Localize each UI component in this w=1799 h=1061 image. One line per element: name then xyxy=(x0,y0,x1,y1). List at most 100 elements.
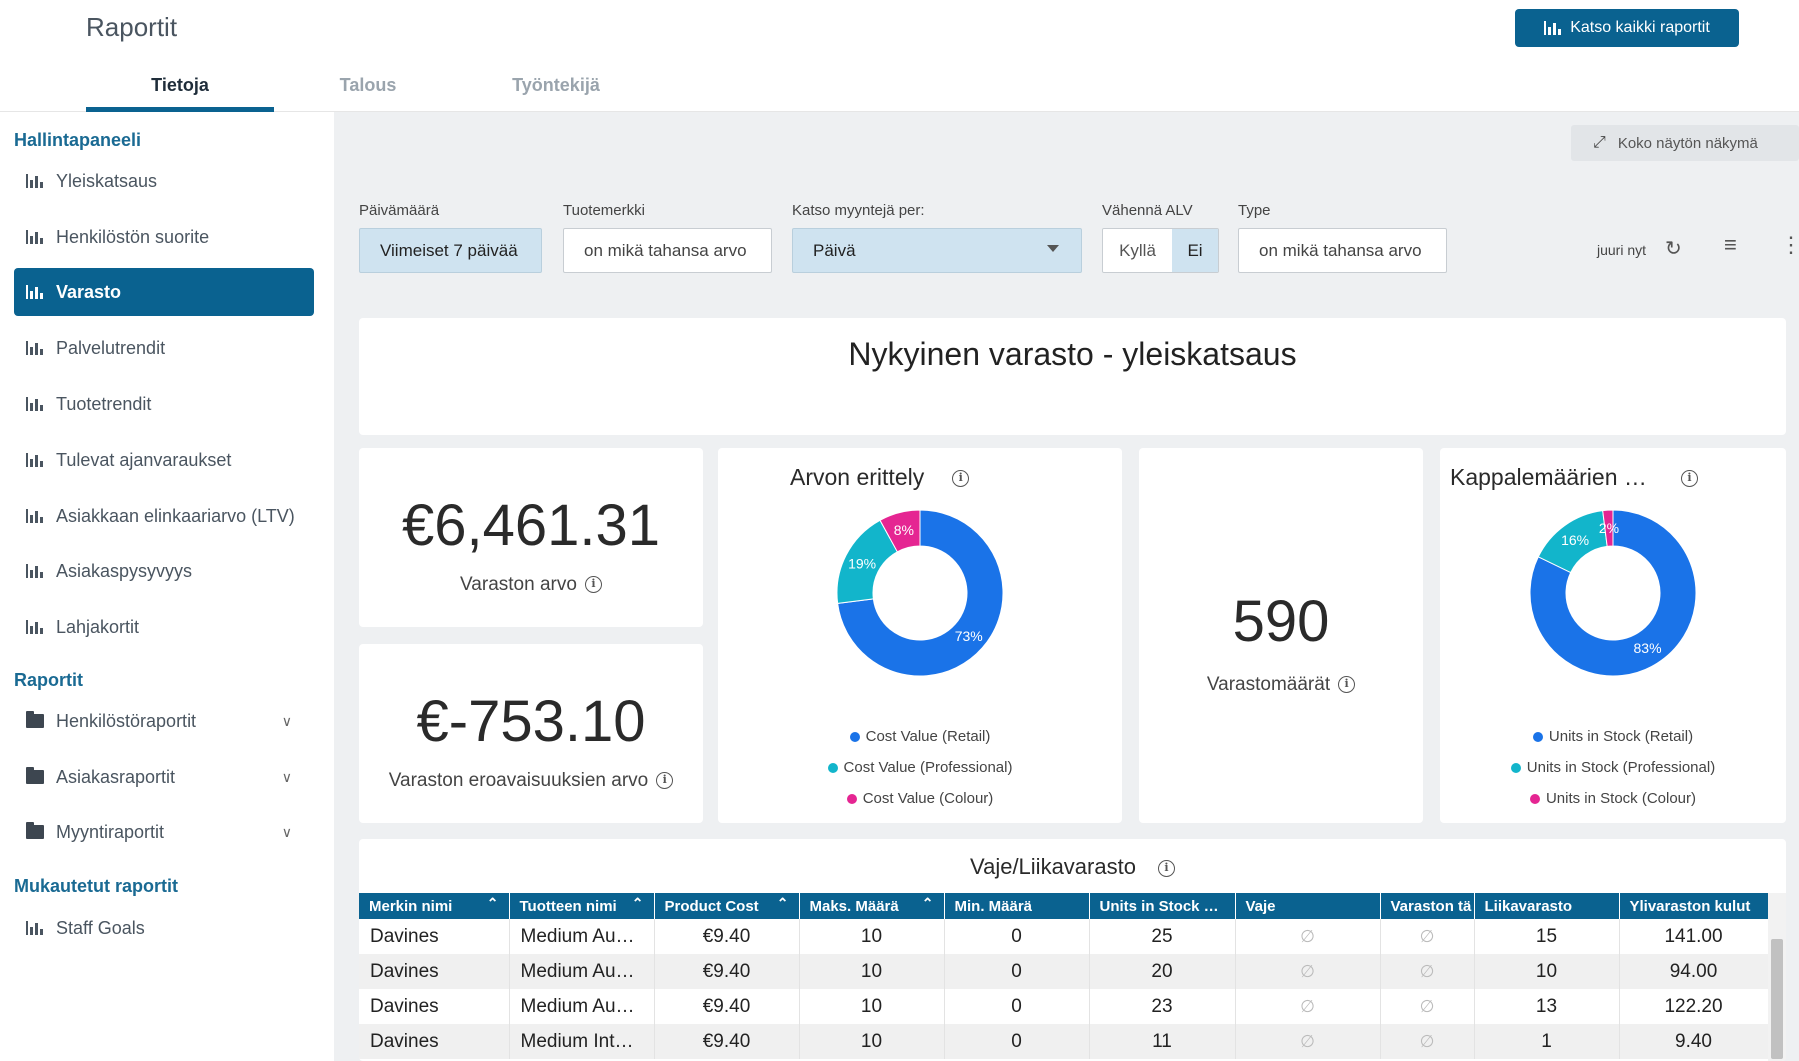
donut-slice[interactable] xyxy=(1602,509,1614,547)
stock-quantity-label-row: Varastomäärät i xyxy=(1139,674,1423,696)
sort-up-icon[interactable]: ⌃ xyxy=(921,895,934,911)
table-scrollbar[interactable] xyxy=(1768,893,1786,1061)
column-header-label: Maks. Määrä xyxy=(809,897,899,915)
bar-chart-icon xyxy=(26,397,44,411)
donut-slice[interactable] xyxy=(1529,509,1697,677)
bar-chart-icon xyxy=(26,921,44,935)
sidebar-item-tulevat-ajanvaraukset[interactable]: Tulevat ajanvaraukset xyxy=(14,436,314,484)
vat-yes-option[interactable]: Kyllä xyxy=(1103,229,1172,272)
refresh-icon[interactable]: ↻ xyxy=(1665,238,1682,260)
bar-chart-icon xyxy=(1544,21,1562,35)
sidebar-folder-asiakasraportit[interactable]: Asiakasraportit ∨ xyxy=(14,753,314,801)
tab-tietoja[interactable]: Tietoja xyxy=(86,64,274,112)
chevron-down-icon: ∨ xyxy=(281,768,292,785)
view-all-reports-label: Katso kaikki raportit xyxy=(1570,19,1710,36)
sidebar-folder-henkilostoraportit[interactable]: Henkilöstöraportit ∨ xyxy=(14,697,314,745)
fullscreen-button[interactable]: ⤢ Koko näytön näkymä xyxy=(1571,125,1799,161)
sidebar-item-varasto[interactable]: Varasto xyxy=(14,268,314,316)
brand-filter[interactable]: on mikä tahansa arvo xyxy=(563,228,772,273)
fullscreen-label: Koko näytön näkymä xyxy=(1617,134,1758,152)
dashboard-area: ⤢ Koko näytön näkymä Päivämäärä Viimeise… xyxy=(334,112,1799,1061)
info-icon[interactable]: i xyxy=(656,772,674,790)
legend-item: Cost Value (Professional) xyxy=(718,759,1122,776)
table-cell: 13 xyxy=(1474,989,1620,1024)
column-header[interactable]: Units in Stock … xyxy=(1089,893,1236,919)
table-cell: 0 xyxy=(944,954,1090,989)
sidebar-item-lahjakortit[interactable]: Lahjakortit xyxy=(14,603,314,651)
sort-up-icon[interactable]: ⌃ xyxy=(631,895,644,911)
table-cell: 23 xyxy=(1089,989,1236,1024)
date-filter[interactable]: Viimeiset 7 päivää xyxy=(359,228,542,273)
sidebar-item-asiakaspysyvyys[interactable]: Asiakaspysyvyys xyxy=(14,547,314,595)
column-header[interactable]: Varaston tä xyxy=(1380,893,1475,919)
scrollbar-thumb[interactable] xyxy=(1771,939,1783,1059)
column-header[interactable]: Tuotteen nimi ⌃ xyxy=(509,893,655,919)
type-filter[interactable]: on mikä tahansa arvo xyxy=(1238,228,1447,273)
stock-value-label: Varaston arvo xyxy=(460,574,577,595)
view-all-reports-button[interactable]: Katso kaikki raportit xyxy=(1515,9,1739,47)
table-cell: 25 xyxy=(1089,919,1236,954)
info-icon[interactable]: i xyxy=(1338,676,1356,694)
column-header[interactable]: Min. Määrä xyxy=(944,893,1090,919)
table-cell: ∅ xyxy=(1380,919,1475,954)
info-icon[interactable]: i xyxy=(1680,470,1698,488)
sort-up-icon[interactable]: ⌃ xyxy=(776,895,789,911)
table-title-row: Vaje/Liikavarasto i xyxy=(359,854,1786,880)
info-icon[interactable]: i xyxy=(1157,859,1175,877)
table-cell: €9.40 xyxy=(654,954,800,989)
donut-slice-label: 83% xyxy=(1634,640,1662,656)
filter-icon[interactable]: ≡ xyxy=(1724,232,1737,257)
sidebar-item-henkiloston-suorite[interactable]: Henkilöstön suorite xyxy=(14,213,314,261)
table-row[interactable]: Davines Medium Au… €9.40 10 0 23 ∅ ∅ 13 122.20 xyxy=(359,989,1786,1024)
sidebar-item-yleiskatsaus[interactable]: Yleiskatsaus xyxy=(14,157,314,205)
page-title: Raportit xyxy=(86,12,178,42)
stock-quantity-label: Varastomäärät xyxy=(1206,674,1331,695)
donut-slice[interactable] xyxy=(837,509,1004,677)
column-header-label: Merkin nimi xyxy=(369,897,453,915)
table-cell: Davines xyxy=(359,919,510,954)
table-cell: 122.20 xyxy=(1619,989,1769,1024)
section-title-dashboard: Hallintapaneeli xyxy=(14,130,142,150)
table-cell: Medium Int… xyxy=(509,1024,655,1059)
sales-per-value: Päivä xyxy=(813,240,856,260)
info-icon[interactable]: i xyxy=(584,576,602,594)
folder-icon xyxy=(26,767,44,784)
table-cell: 0 xyxy=(944,919,1090,954)
table-cell: 10 xyxy=(799,954,945,989)
date-filter-label: Päivämäärä xyxy=(359,202,440,219)
vat-filter-label: Vähennä ALV xyxy=(1102,202,1193,219)
tab-talous[interactable]: Talous xyxy=(339,75,397,95)
sidebar-item-tuotetrendit[interactable]: Tuotetrendit xyxy=(14,380,314,428)
sort-up-icon[interactable]: ⌃ xyxy=(486,895,499,911)
more-options-icon[interactable]: ⋮ xyxy=(1780,232,1799,257)
column-header[interactable]: Merkin nimi ⌃ xyxy=(359,893,510,919)
vat-no-option[interactable]: Ei xyxy=(1172,229,1218,272)
table-row[interactable]: Davines Medium Int… €9.40 10 0 11 ∅ ∅ 1 9.40 xyxy=(359,1024,1786,1059)
column-header[interactable]: Product Cost ⌃ xyxy=(654,893,800,919)
table-row[interactable]: Davines Medium Au… €9.40 10 0 25 ∅ ∅ 15 141.00 xyxy=(359,919,1786,954)
bar-chart-icon xyxy=(26,174,44,188)
sales-per-select[interactable]: Päivä xyxy=(792,228,1082,273)
column-header[interactable]: Ylivaraston kulut xyxy=(1619,893,1769,919)
column-header[interactable]: Maks. Määrä ⌃ xyxy=(799,893,945,919)
donut-slice[interactable] xyxy=(879,509,921,553)
column-header[interactable]: Liikavarasto xyxy=(1474,893,1620,919)
table-cell: Medium Au… xyxy=(509,989,655,1024)
value-breakdown-card: Arvon erittely i 73% 19% 8% Cost Value (Ret… xyxy=(718,448,1122,823)
expand-icon: ⤢ xyxy=(1593,134,1606,151)
sidebar-item-label: Tuotetrendit xyxy=(56,393,152,414)
sidebar-item-palvelutrendit[interactable]: Palvelutrendit xyxy=(14,324,314,372)
sidebar-folder-myyntiraportit[interactable]: Myyntiraportit ∨ xyxy=(14,808,314,856)
column-header[interactable]: Vaje xyxy=(1235,893,1381,919)
table-row[interactable]: Davines Medium Au… €9.40 10 0 20 ∅ ∅ 10 94.00 xyxy=(359,954,1786,989)
table-cell: 10 xyxy=(799,1024,945,1059)
dashboard-title: Nykyinen varasto - yleiskatsaus xyxy=(848,336,1297,372)
info-icon[interactable]: i xyxy=(952,470,970,488)
sidebar-item-asiakkaan-ltv[interactable]: Asiakkaan elinkaariarvo (LTV) xyxy=(14,492,314,540)
bar-chart-icon xyxy=(26,620,44,634)
sidebar-item-staff-goals[interactable]: Staff Goals xyxy=(14,904,314,952)
tab-tyontekija[interactable]: Työntekijä xyxy=(512,75,600,95)
stock-value: €6,461.31 xyxy=(401,493,661,558)
bar-chart-icon xyxy=(26,230,44,244)
table-cell: ∅ xyxy=(1235,1024,1381,1059)
